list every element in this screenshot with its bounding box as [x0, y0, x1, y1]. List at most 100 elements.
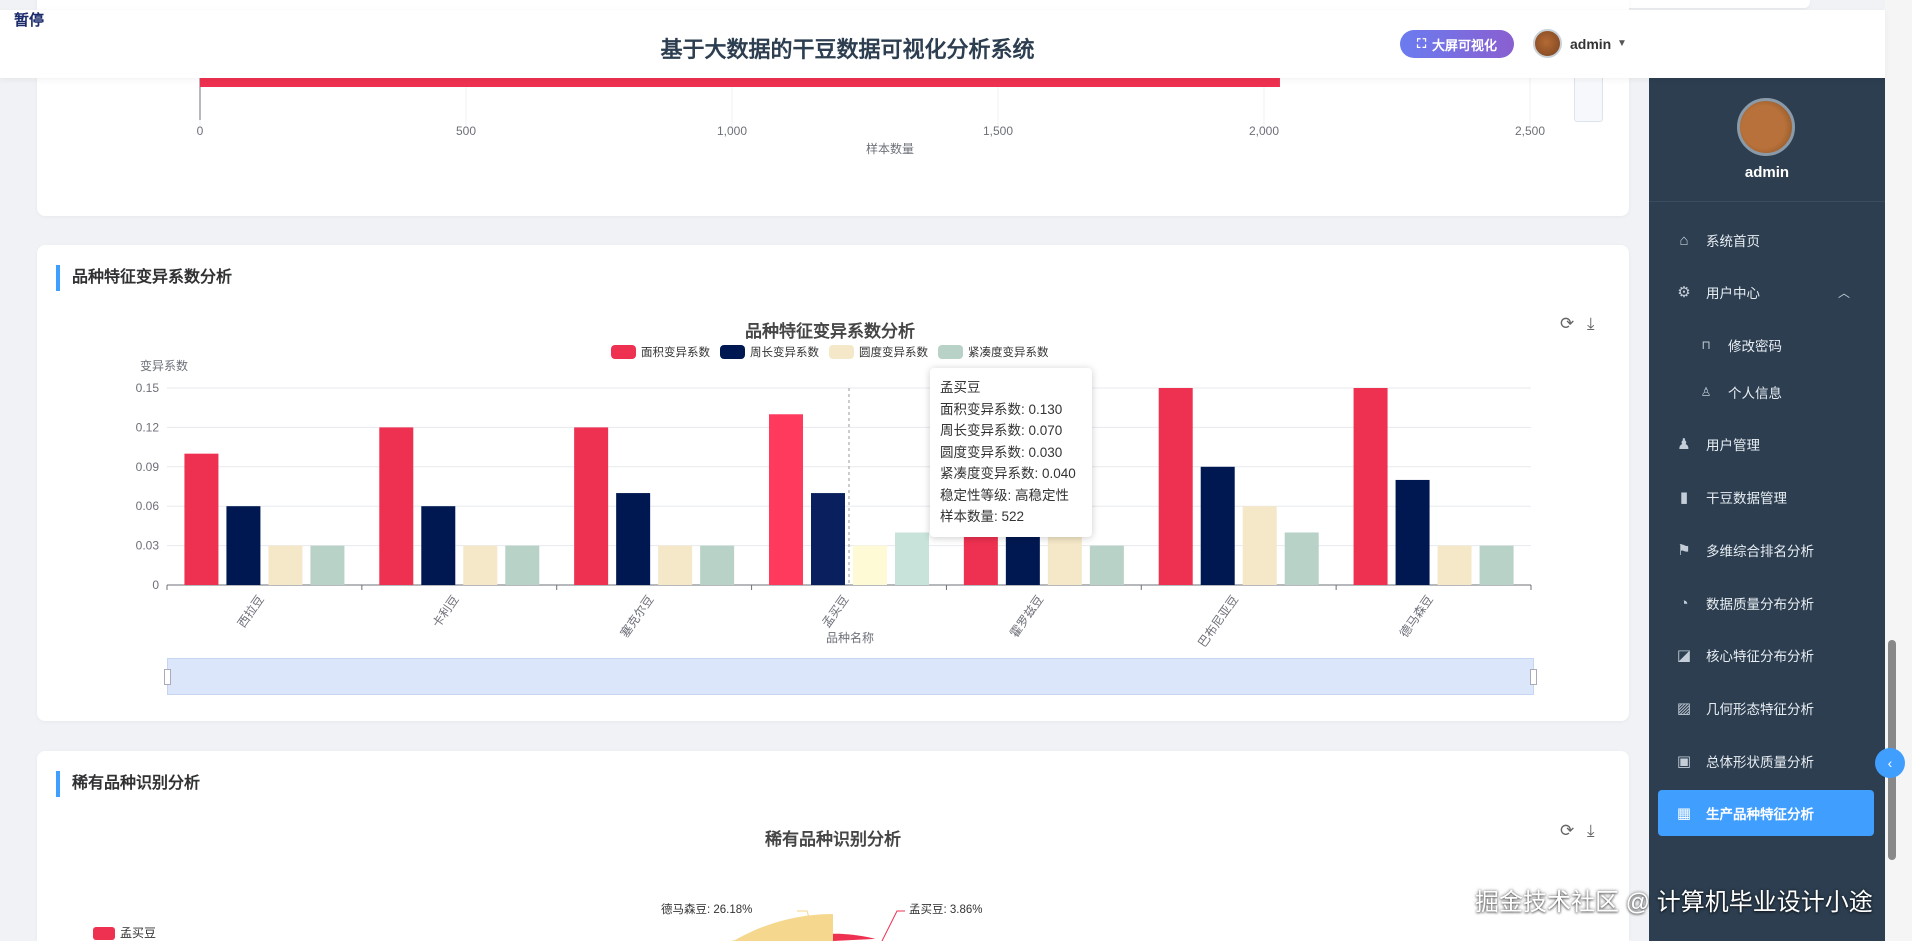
x-axis-title: 品种名称 — [826, 631, 875, 645]
bar-chart-icon: ▮ — [1679, 489, 1689, 506]
bar — [268, 545, 303, 585]
legend-swatch[interactable] — [93, 927, 115, 940]
legend-label[interactable]: 孟买豆 — [120, 926, 157, 940]
chart-title: 品种特征变异系数分析 — [745, 322, 915, 341]
sidebar-item-user-management[interactable]: ♟ 用户管理 — [1658, 422, 1874, 466]
pie-chart-icon: ◔ — [1679, 594, 1689, 612]
sidebar-item-ranking[interactable]: ⚑ 多维综合排名分析 — [1658, 528, 1874, 572]
tooltip-line: 周长变异系数: 0.070 — [940, 423, 1063, 438]
sidebar-item-label: 个人信息 — [1728, 386, 1782, 401]
pie-slice — [636, 914, 833, 941]
sidebar-item-label: 几何形态特征分析 — [1706, 702, 1814, 717]
bar — [184, 453, 219, 585]
user-menu[interactable]: admin — [1570, 36, 1612, 52]
bar — [616, 493, 651, 585]
refresh-icon[interactable]: ⟳ — [1560, 821, 1575, 840]
cart-icon: ⛶ — [1416, 36, 1427, 51]
bar — [505, 545, 540, 585]
legend-item[interactable]: 周长变异系数 — [720, 344, 819, 360]
datazoom-handle-left[interactable] — [164, 669, 171, 685]
bar — [658, 545, 693, 585]
bar — [769, 414, 803, 585]
sidebar-item-label: 生产品种特征分析 — [1706, 807, 1814, 822]
sidebar-item-shape-quality[interactable]: ▣ 总体形状质量分析 — [1658, 739, 1874, 783]
tooltip-line: 样本数量: 522 — [940, 509, 1025, 524]
picture-icon: ▨ — [1676, 700, 1692, 717]
legend-swatch — [720, 345, 745, 359]
sidebar-item-home[interactable]: ⌂ 系统首页 — [1658, 218, 1874, 262]
section-title: 稀有品种识别分析 — [56, 771, 200, 797]
sidebar-item-geometry[interactable]: ▨ 几何形态特征分析 — [1658, 686, 1874, 730]
pause-label[interactable]: 暂停 — [14, 12, 45, 29]
sidebar-item-quality[interactable]: ◔ 数据质量分布分析 — [1658, 581, 1874, 625]
sidebar-item-label: 干豆数据管理 — [1706, 491, 1787, 506]
legend-item[interactable]: 圆度变异系数 — [829, 344, 928, 360]
x-tick-label: 德马森豆 — [1396, 592, 1436, 640]
pie-label: 德马森豆: 26.18% — [661, 904, 753, 916]
datazoom-slider[interactable] — [164, 658, 1537, 695]
avatar[interactable] — [1533, 29, 1562, 58]
bar — [226, 506, 261, 585]
bigscreen-label: 大屏可视化 — [1432, 37, 1498, 53]
sidebar-item-label: 核心特征分布分析 — [1706, 649, 1814, 664]
x-tick-label: 孟买豆 — [819, 593, 851, 631]
y-axis-title: 变异系数 — [140, 359, 189, 373]
top-header: 基于大数据的干豆数据可视化分析系统 ⛶ 大屏可视化 admin ▼ — [0, 10, 1885, 78]
refresh-icon[interactable]: ⟳ — [1560, 314, 1575, 333]
sidebar-item-variety-features[interactable]: ▦ 生产品种特征分析 — [1658, 790, 1874, 836]
bar — [1089, 545, 1124, 585]
sidebar-item-label: 用户管理 — [1706, 438, 1760, 453]
legend-label: 圆度变异系数 — [859, 347, 928, 359]
bar — [1479, 545, 1514, 585]
avatar — [1737, 98, 1795, 156]
x-tick-label: 500 — [456, 124, 476, 138]
datazoom-handle-right[interactable] — [1530, 669, 1537, 685]
x-tick-label: 0 — [197, 124, 204, 138]
x-tick-label: 1,000 — [717, 124, 747, 138]
app-title: 基于大数据的干豆数据可视化分析系统 — [660, 37, 1035, 62]
bar — [1242, 506, 1277, 585]
chart-tooltip: 孟买豆 面积变异系数: 0.130 周长变异系数: 0.070 圆度变异系数: … — [930, 368, 1092, 537]
legend-swatch — [829, 345, 854, 359]
y-tick-label: 0.06 — [136, 499, 160, 513]
variation-card: 品种特征变异系数分析 品种特征变异系数分析 面积变异系数 周长变异系数 圆度变异系数… — [37, 245, 1629, 721]
download-icon[interactable]: ⤓ — [1587, 314, 1595, 333]
bar — [574, 427, 609, 585]
y-tick-label: 0.09 — [136, 460, 160, 474]
y-tick-label: 0 — [152, 578, 159, 592]
home-icon: ⌂ — [1679, 231, 1689, 249]
bar — [1353, 388, 1388, 585]
sidebar-toggle-button[interactable]: ‹ — [1875, 748, 1905, 778]
legend-swatch — [611, 345, 636, 359]
legend-label: 周长变异系数 — [750, 347, 819, 359]
legend-item[interactable]: 面积变异系数 — [611, 344, 710, 360]
label-line — [881, 910, 905, 941]
sidebar-item-core-features[interactable]: ◪ 核心特征分布分析 — [1658, 633, 1874, 677]
download-icon[interactable]: ⤓ — [1587, 821, 1595, 840]
bar — [700, 545, 735, 585]
bar — [1158, 388, 1193, 585]
y-tick-label: 0.03 — [136, 539, 160, 553]
tooltip-line: 紧凑度变异系数: 0.040 — [940, 466, 1076, 481]
bar — [1200, 466, 1235, 585]
sidebar-item-change-password[interactable]: ⊓ 修改密码 — [1658, 323, 1874, 367]
x-tick-label: 1,500 — [983, 124, 1013, 138]
sidebar-item-profile[interactable]: ♙ 个人信息 — [1658, 370, 1874, 414]
watermark: 掘金技术社区 @ 计算机毕业设计小途 — [1475, 889, 1873, 916]
sidebar-item-bean-data[interactable]: ▮ 干豆数据管理 — [1658, 475, 1874, 519]
sidebar-item-label: 总体形状质量分析 — [1706, 755, 1814, 770]
legend-item[interactable]: 紧凑度变异系数 — [938, 344, 1049, 360]
x-axis-title: 样本数量 — [866, 142, 915, 156]
caret-down-icon[interactable]: ▼ — [1617, 38, 1627, 49]
bigscreen-button[interactable]: ⛶ 大屏可视化 — [1400, 30, 1514, 58]
section-title: 品种特征变异系数分析 — [56, 265, 232, 291]
bar — [379, 427, 414, 585]
sidebar-item-user-center[interactable]: ⚙ 用户中心 ︿ — [1658, 270, 1874, 314]
gear-icon: ⚙ — [1677, 284, 1691, 301]
bar — [811, 493, 845, 585]
tooltip-line: 面积变异系数: 0.130 — [940, 401, 1063, 417]
rare-variety-card: 稀有品种识别分析 稀有品种识别分析 ⟳ ⤓ 德马森豆: 26.18% 孟买豆: … — [37, 751, 1629, 941]
user-icon: ♟ — [1677, 436, 1691, 453]
bar — [1047, 532, 1082, 585]
